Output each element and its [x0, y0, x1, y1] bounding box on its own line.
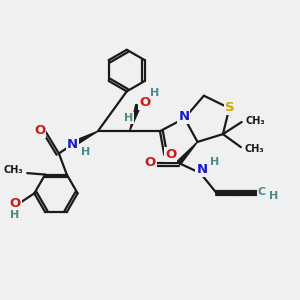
- Text: H: H: [10, 210, 20, 220]
- Text: N: N: [196, 163, 207, 176]
- Text: O: O: [9, 197, 21, 210]
- Text: H: H: [81, 147, 90, 157]
- Text: N: N: [178, 110, 190, 123]
- Text: H: H: [124, 113, 133, 123]
- Text: CH₃: CH₃: [245, 116, 265, 125]
- Text: O: O: [145, 157, 156, 169]
- Text: O: O: [165, 148, 176, 161]
- Text: H: H: [210, 157, 219, 166]
- Text: O: O: [139, 96, 150, 109]
- Text: O: O: [34, 124, 45, 137]
- Polygon shape: [130, 104, 141, 131]
- Text: H: H: [150, 88, 159, 98]
- Text: CH₃: CH₃: [244, 144, 264, 154]
- Text: C: C: [258, 187, 266, 196]
- Polygon shape: [177, 142, 197, 164]
- Text: N: N: [67, 138, 78, 151]
- Text: S: S: [225, 101, 235, 114]
- Polygon shape: [71, 131, 98, 146]
- Text: H: H: [269, 191, 278, 201]
- Text: CH₃: CH₃: [3, 165, 23, 175]
